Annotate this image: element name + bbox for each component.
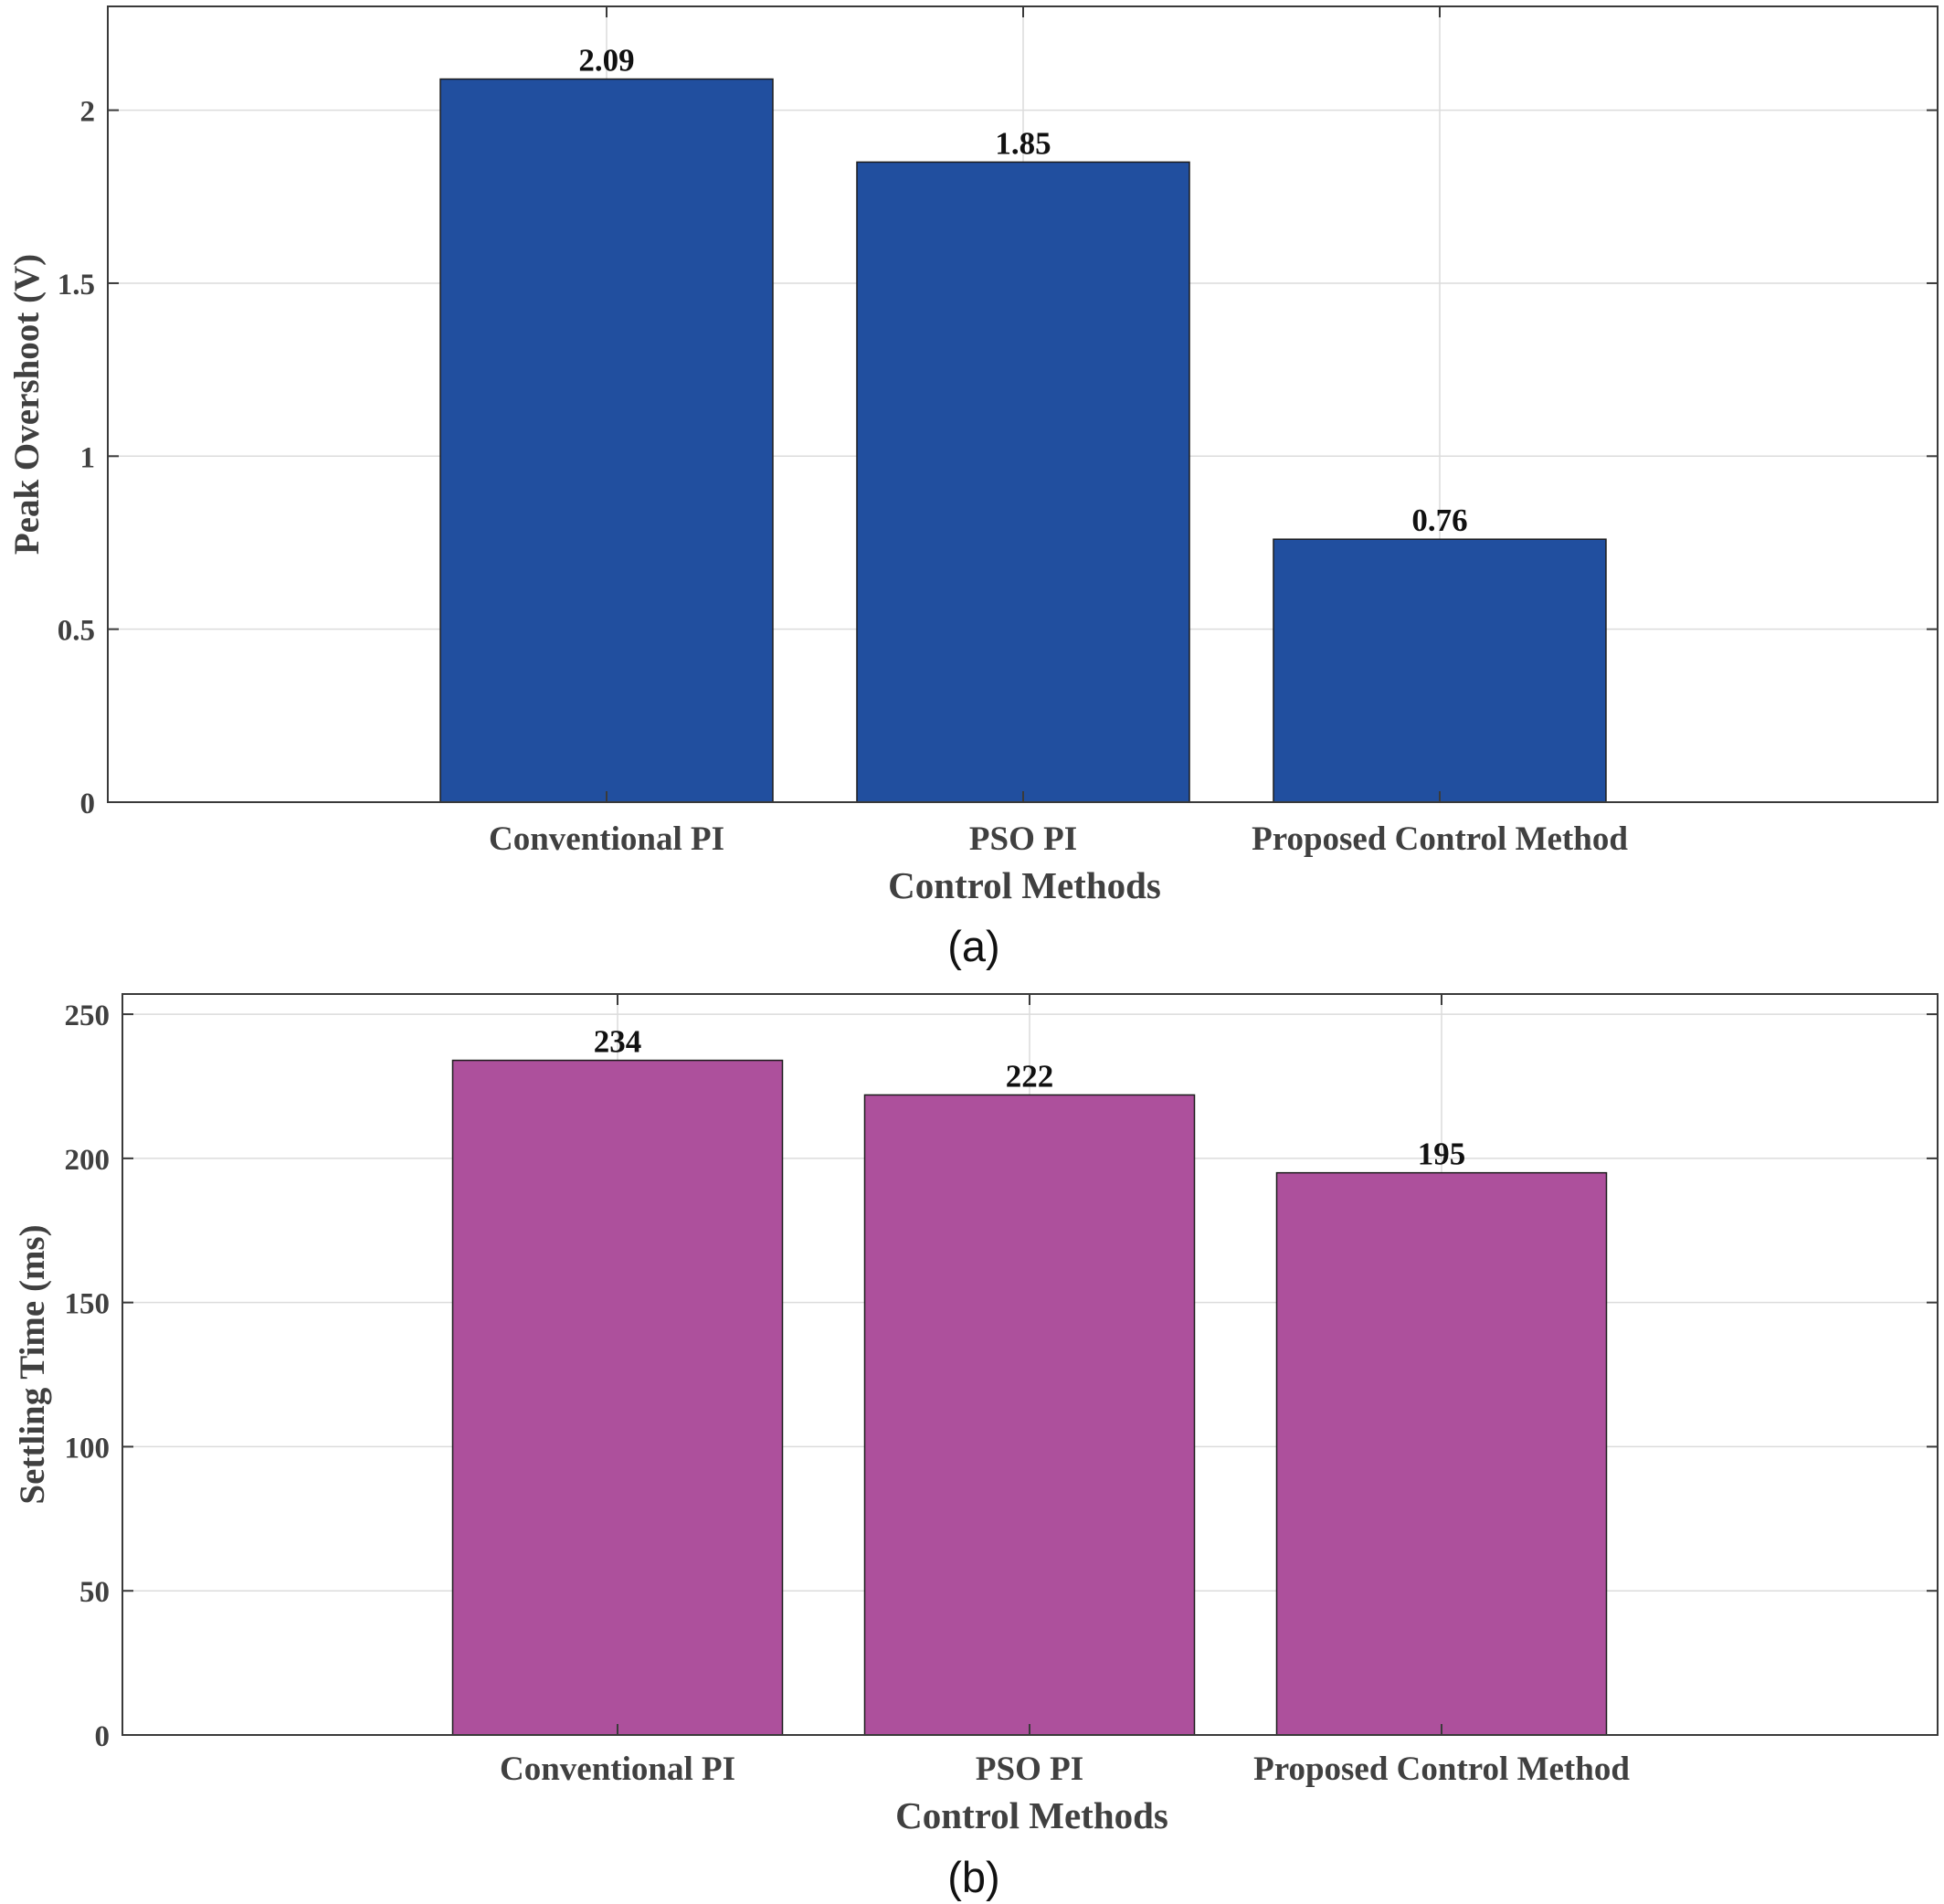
y-tick-label: 0.5: [58, 615, 95, 648]
x-axis-title: Control Methods: [895, 1794, 1168, 1836]
x-axis-title: Control Methods: [888, 864, 1161, 906]
bar: [863, 1094, 1196, 1736]
bar: [1273, 538, 1607, 803]
bar-value-label: 234: [594, 1024, 642, 1060]
x-tick-label: PSO PI: [969, 820, 1077, 858]
y-axis-title: Peak Overshoot (V): [7, 254, 47, 555]
y-tick-label: 50: [79, 1576, 110, 1609]
y-tick-label: 1: [80, 441, 96, 474]
bar: [1275, 1171, 1608, 1736]
y-tick-label: 2: [80, 96, 96, 129]
bar-value-label: 0.76: [1411, 502, 1467, 538]
panel-label: (a): [947, 922, 999, 970]
bar: [439, 78, 774, 803]
x-tick-label: Proposed Control Method: [1252, 820, 1628, 858]
y-tick-label: 150: [65, 1288, 111, 1321]
bar-value-label: 1.85: [995, 125, 1051, 161]
y-tick-label: 250: [65, 1000, 111, 1032]
bar-value-label: 2.09: [578, 43, 634, 79]
y-tick-label: 0: [80, 788, 96, 820]
y-tick-label: 100: [65, 1432, 111, 1465]
x-tick-label: Conventional PI: [500, 1751, 735, 1788]
chart-panel-a: 2.09 1.85 0.76 0 0.5 1 1.5 2 Conventional PI PSO …: [7, 5, 1939, 970]
y-tick-label: 200: [65, 1144, 111, 1177]
bar-value-label: 195: [1418, 1137, 1466, 1172]
x-tick-label: PSO PI: [976, 1751, 1083, 1788]
bar: [856, 161, 1190, 803]
bar-value-label: 222: [1006, 1058, 1054, 1094]
bar: [451, 1059, 784, 1736]
x-tick-label: Proposed Control Method: [1253, 1751, 1630, 1788]
y-axis-title: Settling Time (ms): [13, 1224, 52, 1504]
x-tick-label: Conventional PI: [489, 820, 724, 858]
y-tick-label: 0: [95, 1720, 111, 1753]
panel-label: (b): [947, 1853, 999, 1901]
y-tick-label: 1.5: [58, 269, 95, 301]
chart-panel-b: 234 222 195 0 50 100 150 200 250 Conventional PI P…: [13, 993, 1939, 1901]
